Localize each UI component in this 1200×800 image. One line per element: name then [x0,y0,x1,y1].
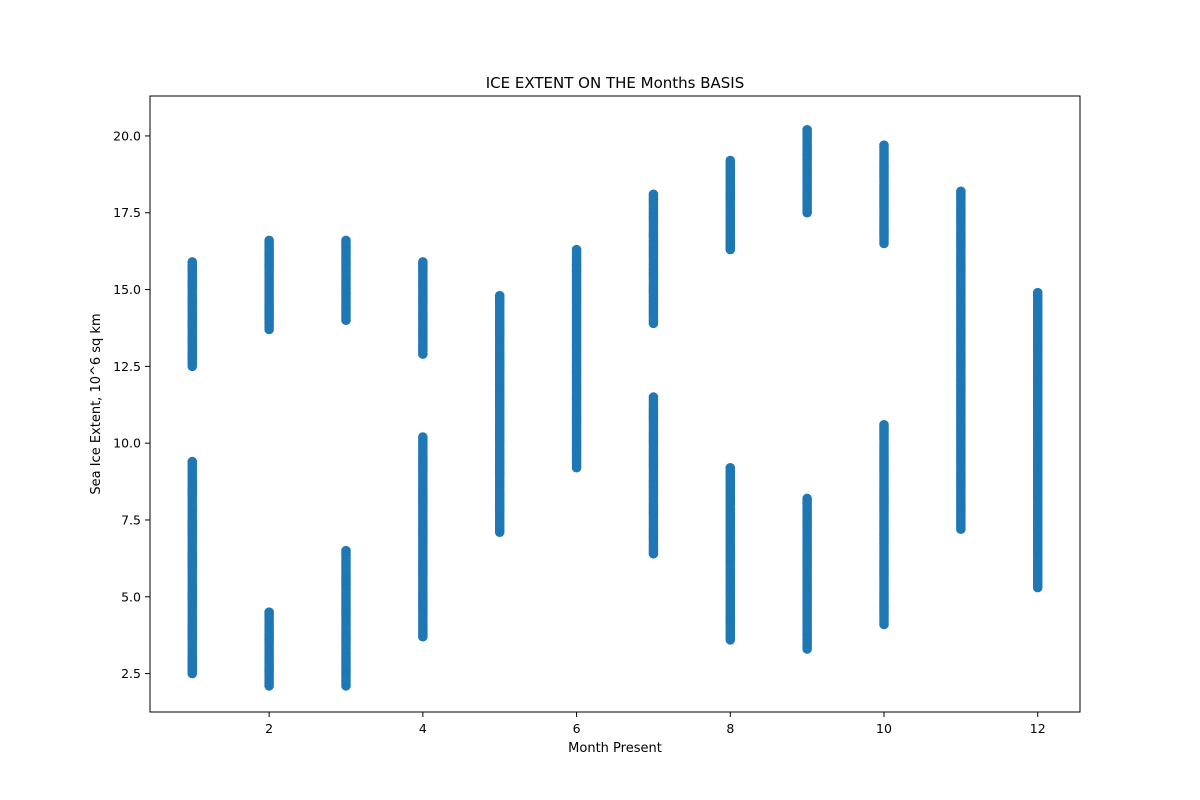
x-axis-ticks: 2 4 6 8 10 12 [265,712,1046,736]
scatter-point [187,257,198,267]
scatter-point [341,235,351,246]
x-tick-label: 10 [876,721,892,736]
y-tick-label: 17.5 [113,205,141,220]
scatter-point [571,244,582,255]
scatter-point [264,235,274,246]
scatter-point [648,189,659,200]
scatter-point [802,493,812,504]
x-axis-label: Month Present [568,741,662,756]
chart-title: ICE EXTENT ON THE Months BASIS [486,74,745,92]
y-axis-ticks: 2.5 5.0 7.5 10.0 12.5 15.0 17.5 20.0 [113,128,150,681]
y-axis-label: Sea Ice Extent, 10^6 sq km [89,313,104,494]
scatter-point [879,140,889,150]
x-tick-label: 12 [1030,721,1046,736]
x-tick-label: 4 [419,721,427,736]
y-tick-label: 7.5 [121,512,141,527]
scatter-point [418,257,428,267]
y-tick-label: 10.0 [113,436,141,451]
scatter-point [725,462,736,473]
y-tick-label: 12.5 [113,359,141,374]
x-tick-label: 2 [265,721,273,736]
y-tick-label: 2.5 [121,666,141,681]
scatter-point [956,186,966,197]
y-tick-label: 5.0 [121,589,141,604]
plot-frame [149,95,1081,713]
scatter-point [1032,287,1043,298]
scatter-point [187,456,198,467]
scatter-point [802,124,812,135]
scatter-point [494,290,505,301]
x-tick-label: 8 [726,721,734,736]
scatter-point [264,607,274,617]
scatter-point [341,545,351,556]
scatter-point [648,392,659,402]
data-points [187,124,1043,691]
y-tick-label: 15.0 [113,282,141,297]
scatter-point [725,155,736,166]
scatter-point [879,419,889,430]
x-tick-label: 6 [573,721,581,736]
y-tick-label: 20.0 [113,128,141,143]
scatter-point [418,432,428,442]
